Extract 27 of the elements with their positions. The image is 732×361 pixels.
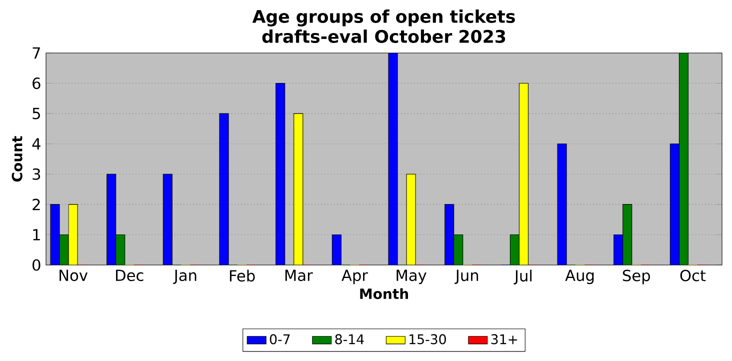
x-tick-label: Jul xyxy=(514,270,532,284)
y-tick-label: 7 xyxy=(32,47,40,59)
legend-label: 31+ xyxy=(491,334,518,344)
y-tick-label: 0 xyxy=(32,259,40,271)
x-tick-label: Sep xyxy=(622,270,650,284)
legend-label: 8-14 xyxy=(335,334,364,344)
x-tick-label: Oct xyxy=(680,270,706,282)
y-axis-title: Count xyxy=(12,136,22,182)
y-tick-label: 3 xyxy=(32,168,40,180)
x-tick-label: Jan xyxy=(173,270,196,284)
x-tick-label: Jun xyxy=(454,270,478,284)
y-tick-label: 1 xyxy=(33,229,40,240)
x-tick-label: Mar xyxy=(285,270,313,282)
y-tick-label: 2 xyxy=(32,198,40,210)
legend-label: 15-30 xyxy=(410,334,446,344)
x-tick-label: Feb xyxy=(230,270,255,282)
x-tick-label: Apr xyxy=(342,270,368,284)
x-tick-label: Aug xyxy=(565,270,594,284)
y-tick-label: 5 xyxy=(32,108,40,120)
x-tick-label: May xyxy=(396,270,426,284)
x-tick-label: Nov xyxy=(60,270,88,282)
legend-label: 0-7 xyxy=(270,334,290,344)
x-axis-title: Month xyxy=(360,288,408,300)
y-tick-label: 4 xyxy=(32,138,40,150)
x-tick-label: Dec xyxy=(116,270,144,282)
y-tick-label: 6 xyxy=(32,77,40,90)
chart-title: Age groups of open tickets drafts-eval October 2023 xyxy=(252,10,515,43)
